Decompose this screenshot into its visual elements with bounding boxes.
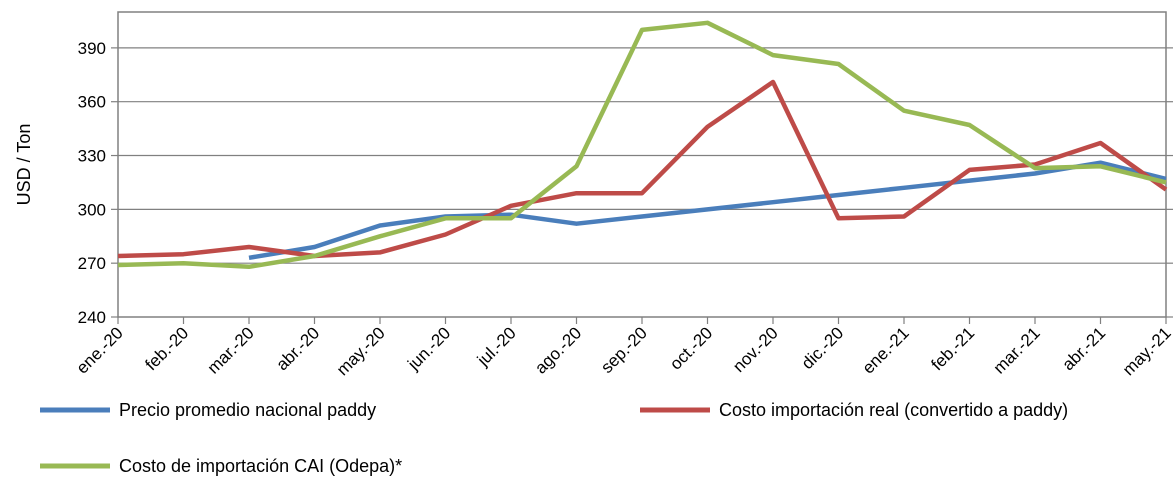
x-tick-label: feb.-21 [927,323,978,374]
series-line-3 [117,20,1167,270]
x-tick-label: may.-21 [1119,323,1175,379]
legend-label-1: Precio promedio nacional paddy [119,400,376,420]
series-lines [117,20,1168,270]
x-tick-label: sep.-20 [597,323,651,377]
x-tick-label: mar.-21 [990,323,1044,377]
x-tick-label: ene.-21 [859,323,913,377]
x-tick-label: abr.-21 [1058,323,1109,374]
y-tick-label: 240 [78,308,106,327]
y-tick-label: 360 [78,93,106,112]
y-tick-label: 390 [78,39,106,58]
legend: Precio promedio nacional paddy Costo impo… [40,400,1068,476]
x-axis: ene.-20 feb.-20 mar.-20 abr.-20 may.-20 jun.-… [73,317,1175,379]
y-tick-label: 330 [78,147,106,166]
y-tick-label: 270 [78,254,106,273]
x-tick-label: jun.-20 [403,323,454,374]
legend-label-3: Costo de importación CAI (Odepa)* [119,456,402,476]
x-tick-label: may.-20 [333,323,389,379]
legend-label-2: Costo importación real (convertido a pad… [719,400,1068,420]
gridlines [118,47,1166,264]
x-tick-label: dic.-20 [798,323,848,373]
y-axis-title: USD / Ton [14,124,34,206]
x-tick-label: ene.-20 [73,323,127,377]
y-axis: 240 270 300 330 360 390 [78,39,1173,327]
x-tick-label: oct.-20 [666,323,716,373]
series-line-2 [117,79,1168,259]
series-line-1 [248,160,1167,261]
x-tick-label: mar.-20 [204,323,258,377]
x-tick-label: nov.-20 [729,323,782,376]
y-tick-label: 300 [78,200,106,219]
x-tick-label: abr.-20 [272,323,323,374]
x-tick-label: jul.-20 [473,323,520,370]
x-tick-label: feb.-20 [141,323,192,374]
x-tick-label: ago.-20 [531,323,585,377]
